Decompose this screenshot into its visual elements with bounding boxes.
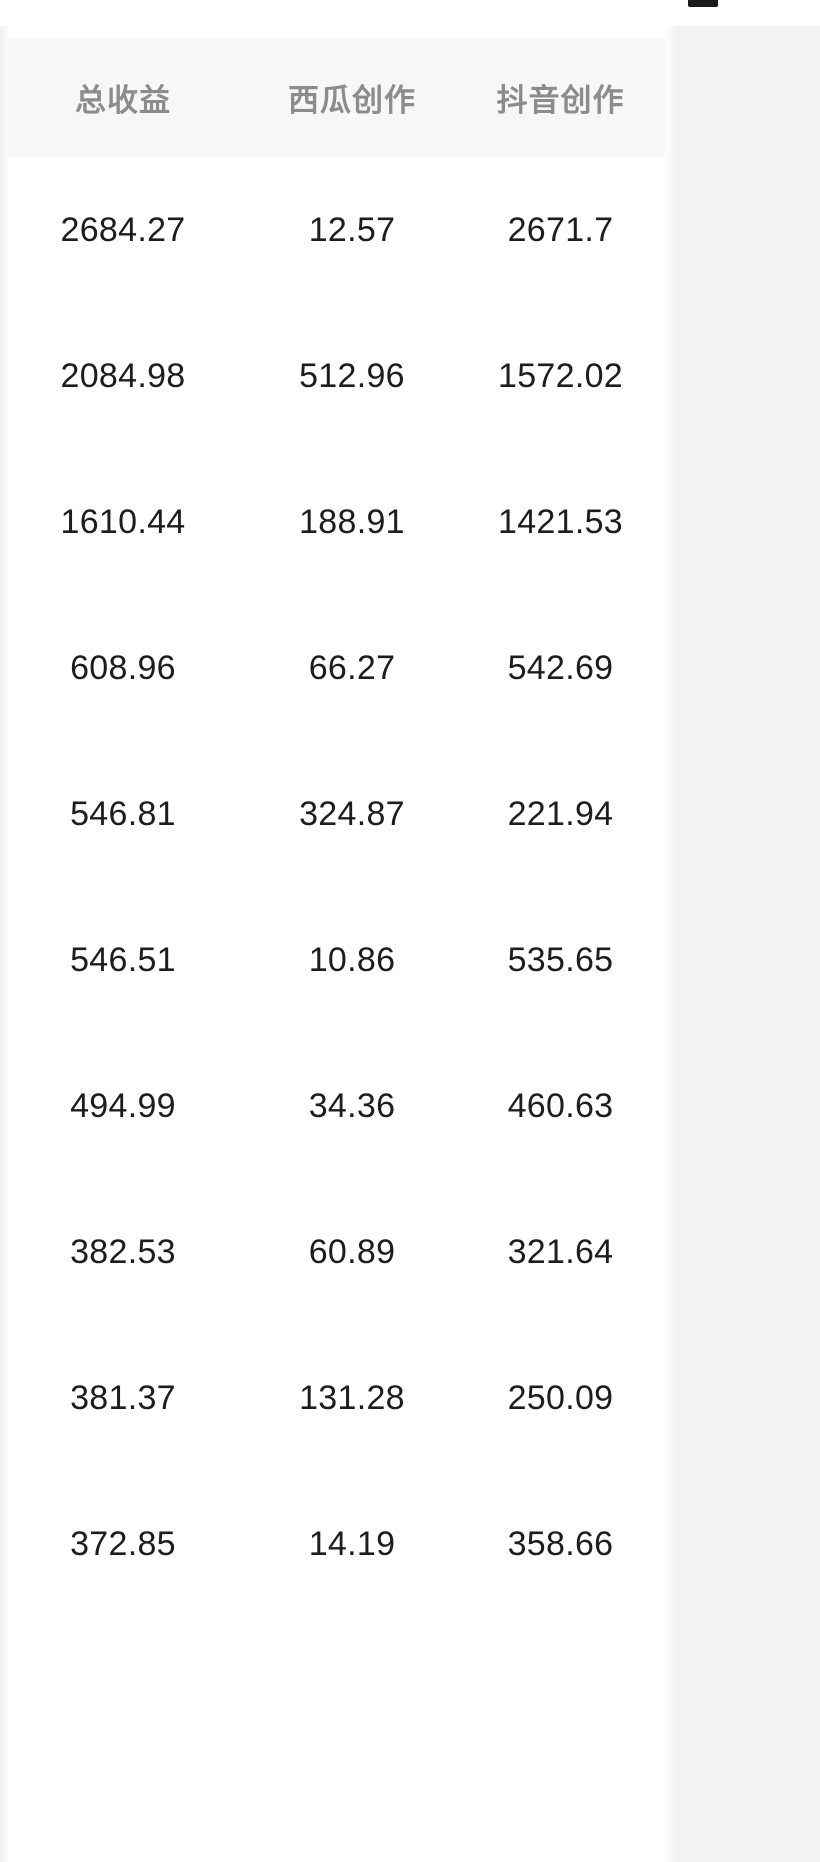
cell-xigua-creation: 60.89 [308,1232,396,1271]
cell-douyin-creation: 542.69 [507,648,614,687]
cell-douyin-creation: 1421.53 [497,502,623,541]
table-row[interactable]: 381.37 131.28 250.09 [8,1325,665,1471]
viewport-left-edge-shadow [0,26,10,1862]
cell-xigua-creation: 512.96 [299,356,405,395]
table-row[interactable]: 1610.44 188.91 1421.53 [8,449,665,595]
earnings-table-scroll-viewport[interactable]: 总收益 西瓜创作 抖音创作 2684.27 12.57 2671.7 2084.… [8,26,665,1862]
cell-xigua-creation: 188.91 [299,502,405,541]
cell-total-earnings: 2084.98 [60,356,186,395]
cell-total-earnings: 2684.27 [60,210,186,249]
cell-total-earnings: 494.99 [70,1086,176,1125]
column-header-douyin-creation[interactable]: 抖音创作 [496,83,625,118]
cell-total-earnings: 546.51 [70,940,176,979]
cell-xigua-creation: 12.57 [308,210,396,249]
top-chrome-strip [0,0,820,26]
table-row[interactable]: 382.53 60.89 321.64 [8,1179,665,1325]
table-row[interactable]: 546.81 324.87 221.94 [8,741,665,887]
table-header-row: 总收益 西瓜创作 抖音创作 [8,38,665,157]
table-row[interactable]: 608.96 66.27 542.69 [8,595,665,741]
table-row[interactable]: 2084.98 512.96 1572.02 [8,303,665,449]
table-row[interactable]: 372.85 14.19 358.66 [8,1471,665,1617]
cell-total-earnings: 546.81 [70,794,176,833]
cell-douyin-creation: 358.66 [507,1524,614,1563]
column-header-total-earnings[interactable]: 总收益 [75,83,171,118]
table-row[interactable]: 546.51 10.86 535.65 [8,887,665,1033]
cell-total-earnings: 372.85 [70,1524,176,1563]
column-header-xigua-creation[interactable]: 西瓜创作 [288,83,416,118]
cell-xigua-creation: 131.28 [299,1378,405,1417]
cell-xigua-creation: 66.27 [308,648,396,687]
cell-douyin-creation: 460.63 [507,1086,614,1125]
cell-douyin-creation: 535.65 [507,940,614,979]
cell-douyin-creation: 221.94 [507,794,614,833]
table-row[interactable]: 494.99 34.36 460.63 [8,1033,665,1179]
cell-douyin-creation: 321.64 [507,1232,614,1271]
cell-douyin-creation: 2671.7 [507,210,614,249]
cell-total-earnings: 1610.44 [60,502,186,541]
cell-xigua-creation: 14.19 [308,1524,396,1563]
right-gutter [665,26,820,1862]
cell-douyin-creation: 1572.02 [497,356,623,395]
cell-xigua-creation: 10.86 [308,940,396,979]
cell-total-earnings: 382.53 [70,1232,176,1271]
cell-xigua-creation: 324.87 [299,794,405,833]
cell-douyin-creation: 250.09 [507,1378,614,1417]
table-row[interactable]: 2684.27 12.57 2671.7 [8,157,665,303]
cell-total-earnings: 608.96 [70,648,176,687]
table-body: 2684.27 12.57 2671.7 2084.98 512.96 1572… [8,157,665,1617]
viewport-right-edge-shadow [665,26,679,1862]
status-bar-indicator [688,0,718,7]
cell-xigua-creation: 34.36 [308,1086,396,1125]
cell-total-earnings: 381.37 [70,1378,176,1417]
